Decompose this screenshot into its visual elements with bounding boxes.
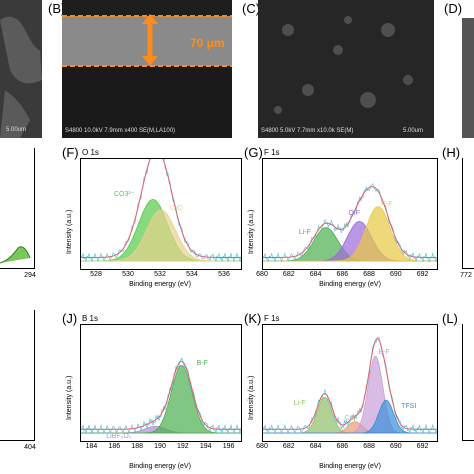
tick-K-3: 686 bbox=[336, 443, 349, 450]
tick-J-4: 192 bbox=[177, 443, 189, 450]
tick-e: 294 bbox=[24, 272, 36, 279]
tick-G-1: 682 bbox=[282, 271, 295, 278]
plot-f-svg bbox=[80, 145, 242, 263]
tick-K-4: 688 bbox=[363, 443, 375, 450]
tick-F-0: 528 bbox=[90, 271, 102, 278]
plot-g-svg bbox=[262, 182, 438, 263]
tick-J-5: 194 bbox=[199, 443, 212, 450]
plot-j-svg bbox=[80, 357, 242, 435]
plot-k bbox=[262, 324, 438, 442]
scale-label-a: 5.00um bbox=[6, 127, 27, 133]
panel-letter-f: (F) bbox=[62, 145, 79, 160]
plot-l-edge bbox=[462, 324, 474, 441]
plot-f-ylabel: Intensity (a.u.) bbox=[66, 209, 73, 254]
peak-label-K-2: B-F bbox=[378, 348, 390, 356]
panel-letter-b: (B) bbox=[48, 1, 66, 16]
tick-G-0: 680 bbox=[256, 271, 268, 278]
panel-letter-g: (G) bbox=[244, 145, 263, 160]
tick-K-2: 684 bbox=[309, 443, 322, 450]
tick-J-1: 186 bbox=[108, 443, 121, 450]
tick-F-1: 530 bbox=[122, 271, 134, 278]
panel-letter-j: (J) bbox=[62, 311, 78, 326]
tick-J-2: 188 bbox=[131, 443, 143, 450]
peak-label-G-1: C-F bbox=[348, 210, 361, 218]
peak-label-G-0: Li-F bbox=[298, 228, 311, 236]
peak-label-K-1: C-F bbox=[344, 414, 357, 422]
scale-label-c: 5.00um bbox=[403, 128, 424, 134]
tick-i: 404 bbox=[24, 444, 36, 451]
raw-K bbox=[262, 336, 438, 435]
tick-G-3: 686 bbox=[336, 271, 349, 278]
peak-label-J-0: LiBF₂O₂ bbox=[106, 433, 132, 441]
plot-e-edge bbox=[0, 148, 35, 269]
plot-f bbox=[80, 145, 242, 270]
tick-F-2: 532 bbox=[154, 271, 166, 278]
sem-image-b: 70 μm S4800 10.0kV 7.9mm x400 SE(M,LA100… bbox=[62, 0, 232, 138]
peak-F-1 bbox=[81, 209, 241, 262]
tick-K-1: 682 bbox=[282, 443, 295, 450]
plot-h-edge bbox=[462, 158, 474, 269]
envelope-K bbox=[263, 337, 437, 430]
tick-G-2: 684 bbox=[309, 271, 322, 278]
tick-h: 772 bbox=[460, 272, 472, 279]
sem-texture-a bbox=[0, 16, 42, 138]
plot-i-edge bbox=[0, 310, 35, 441]
peak-label-K-0: Li-F bbox=[293, 400, 306, 408]
sem-crosssection bbox=[62, 14, 232, 138]
tick-K-6: 692 bbox=[416, 443, 429, 450]
tick-K-5: 690 bbox=[390, 443, 402, 450]
sem-image-c: S4800 5.0kV 7.7mm x10.0k SE(M) 5.00um bbox=[258, 0, 434, 138]
envelope-G bbox=[263, 186, 437, 258]
peak-label-G-2: P-F bbox=[381, 201, 393, 209]
thickness-label: 70 μm bbox=[190, 36, 225, 50]
plot-g-title: F 1s bbox=[264, 148, 280, 157]
plot-g-ylabel: Intensity (a.u.) bbox=[248, 209, 255, 254]
sem-image-a: 5.00um bbox=[0, 0, 42, 138]
plot-j bbox=[80, 324, 242, 442]
peak-label-K-3: TFSI bbox=[401, 403, 417, 411]
peak-label-J-1: B-F bbox=[196, 360, 208, 368]
panel-letter-h: (H) bbox=[442, 145, 461, 160]
plot-j-xlabel: Binding energy (eV) bbox=[129, 463, 191, 470]
sem-surface-texture bbox=[274, 16, 413, 114]
panel-letter-k: (K) bbox=[244, 311, 262, 326]
tick-J-0: 184 bbox=[85, 443, 98, 450]
sem-caption-c: S4800 5.0kV 7.7mm x10.0k SE(M) bbox=[261, 128, 354, 134]
tick-J-3: 190 bbox=[154, 443, 166, 450]
tick-G-4: 688 bbox=[363, 271, 375, 278]
sem-image-d bbox=[462, 18, 474, 138]
peak-label-F-0: CO3²⁻ bbox=[114, 191, 135, 199]
tick-F-3: 534 bbox=[186, 271, 198, 278]
panel-letter-d: (D) bbox=[444, 1, 463, 16]
plot-f-title: O 1s bbox=[82, 148, 99, 157]
plot-j-ylabel: Intensity (a.u.) bbox=[66, 375, 73, 420]
tick-K-0: 680 bbox=[256, 443, 268, 450]
plot-j-title: B 1s bbox=[82, 314, 99, 323]
peak-G-2 bbox=[263, 206, 437, 262]
tick-J-6: 196 bbox=[222, 443, 235, 450]
plot-k-title: F 1s bbox=[264, 314, 280, 323]
tick-G-5: 690 bbox=[390, 271, 402, 278]
plot-g-xlabel: Binding energy (eV) bbox=[319, 281, 381, 288]
panel-letter-c: (C) bbox=[242, 1, 261, 16]
plot-g bbox=[262, 158, 438, 270]
plot-f-xlabel: Binding energy (eV) bbox=[129, 281, 191, 288]
plot-k-svg bbox=[262, 336, 438, 435]
peak-J-1 bbox=[81, 364, 241, 434]
envelope-J bbox=[81, 360, 241, 430]
peak-K-3 bbox=[263, 399, 437, 434]
plot-k-ylabel: Intensity (a.u.) bbox=[248, 375, 255, 420]
sem-caption-b: S4800 10.0kV 7.9mm x400 SE(M,LA100) bbox=[65, 128, 176, 134]
tick-G-6: 692 bbox=[416, 271, 429, 278]
tick-F-4: 536 bbox=[218, 271, 230, 278]
plot-k-xlabel: Binding energy (eV) bbox=[319, 463, 381, 470]
raw-J bbox=[80, 357, 242, 435]
peak-label-F-1: C-O bbox=[170, 204, 183, 212]
raw-G bbox=[262, 182, 438, 263]
panel-letter-l: (L) bbox=[442, 311, 458, 326]
